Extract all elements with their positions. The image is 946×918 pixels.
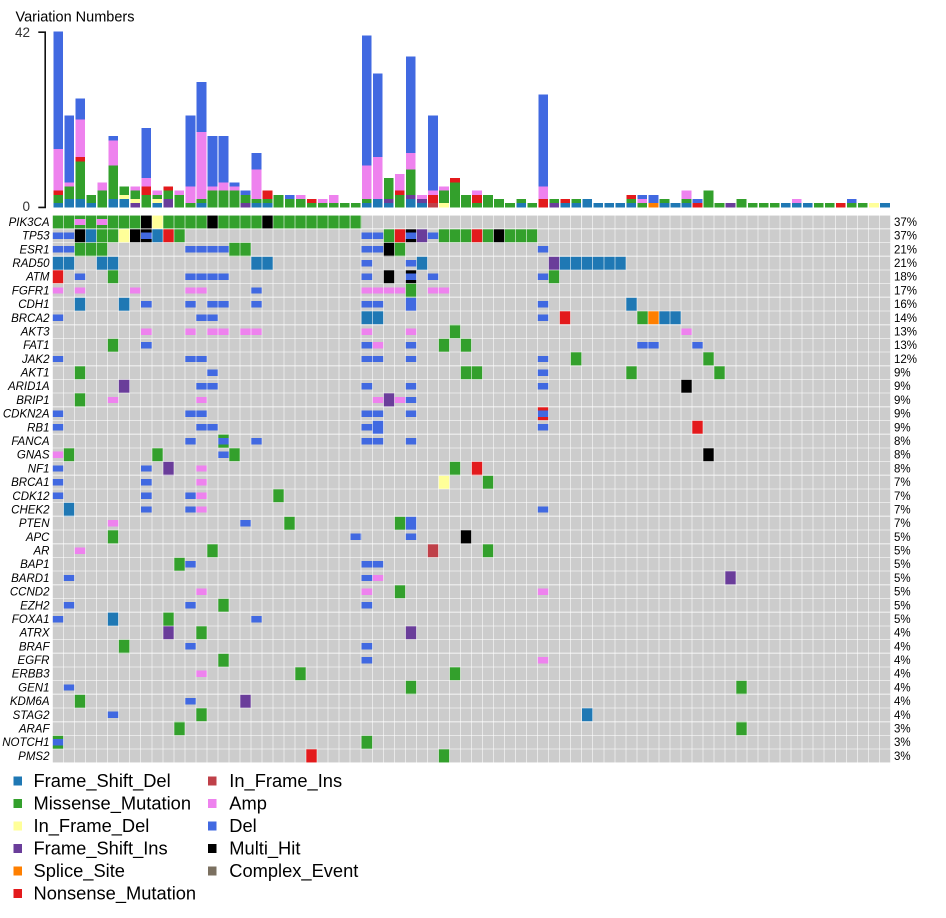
svg-text:21%: 21%: [894, 258, 917, 270]
svg-text:NF1: NF1: [28, 463, 50, 475]
svg-text:3%: 3%: [894, 737, 911, 749]
svg-text:BRCA1: BRCA1: [11, 477, 49, 489]
svg-text:CDH1: CDH1: [18, 299, 49, 311]
svg-text:In_Frame_Ins: In_Frame_Ins: [229, 770, 342, 792]
svg-text:5%: 5%: [894, 600, 911, 612]
svg-text:9%: 9%: [894, 409, 911, 421]
svg-text:PTEN: PTEN: [19, 518, 50, 530]
svg-text:8%: 8%: [894, 463, 911, 475]
svg-text:ATM: ATM: [25, 272, 50, 284]
svg-text:BARD1: BARD1: [11, 573, 49, 585]
svg-text:KDM6A: KDM6A: [10, 696, 50, 708]
svg-text:9%: 9%: [894, 368, 911, 380]
svg-text:STAG2: STAG2: [13, 710, 50, 722]
svg-text:TP53: TP53: [22, 231, 50, 243]
svg-text:APC: APC: [25, 532, 50, 544]
svg-text:Missense_Mutation: Missense_Mutation: [34, 793, 192, 815]
svg-text:RAD50: RAD50: [12, 258, 50, 270]
svg-text:5%: 5%: [894, 559, 911, 571]
svg-text:PMS2: PMS2: [18, 751, 50, 763]
svg-text:Nonsense_Mutation: Nonsense_Mutation: [34, 883, 197, 905]
svg-text:4%: 4%: [894, 655, 911, 667]
svg-text:4%: 4%: [894, 628, 911, 640]
svg-text:4%: 4%: [894, 696, 911, 708]
svg-text:4%: 4%: [894, 669, 911, 681]
svg-text:0: 0: [22, 199, 30, 214]
svg-text:CDKN2A: CDKN2A: [3, 409, 50, 421]
svg-text:18%: 18%: [894, 272, 917, 284]
svg-text:8%: 8%: [894, 436, 911, 448]
svg-text:FANCA: FANCA: [11, 436, 49, 448]
svg-text:13%: 13%: [894, 340, 917, 352]
svg-text:Amp: Amp: [229, 793, 267, 814]
svg-text:5%: 5%: [894, 532, 911, 544]
svg-text:4%: 4%: [894, 710, 911, 722]
svg-text:In_Frame_Del: In_Frame_Del: [34, 815, 150, 837]
svg-text:3%: 3%: [894, 723, 911, 735]
svg-text:Del: Del: [229, 815, 256, 836]
svg-text:Splice_Site: Splice_Site: [34, 860, 125, 882]
svg-text:7%: 7%: [894, 491, 911, 503]
svg-text:17%: 17%: [894, 285, 917, 297]
svg-text:Complex_Event: Complex_Event: [229, 860, 358, 882]
svg-text:FOXA1: FOXA1: [12, 614, 50, 626]
svg-text:8%: 8%: [894, 450, 911, 462]
svg-text:5%: 5%: [894, 587, 911, 599]
svg-text:GEN1: GEN1: [18, 682, 49, 694]
svg-text:ARAF: ARAF: [18, 723, 51, 735]
svg-text:PIK3CA: PIK3CA: [9, 217, 50, 229]
svg-text:FAT1: FAT1: [23, 340, 49, 352]
svg-text:7%: 7%: [894, 477, 911, 489]
svg-text:ARID1A: ARID1A: [7, 381, 50, 393]
svg-text:EGFR: EGFR: [18, 655, 50, 667]
svg-text:9%: 9%: [894, 422, 911, 434]
svg-text:9%: 9%: [894, 381, 911, 393]
svg-text:13%: 13%: [894, 326, 917, 338]
svg-text:ATRX: ATRX: [19, 628, 51, 640]
svg-text:FGFR1: FGFR1: [12, 285, 50, 297]
svg-text:BRIP1: BRIP1: [16, 395, 49, 407]
svg-text:4%: 4%: [894, 641, 911, 653]
svg-text:AR: AR: [33, 546, 50, 558]
svg-text:Variation Numbers: Variation Numbers: [16, 10, 135, 26]
svg-text:RB1: RB1: [27, 422, 49, 434]
svg-text:12%: 12%: [894, 354, 917, 366]
svg-text:5%: 5%: [894, 573, 911, 585]
svg-text:ESR1: ESR1: [19, 244, 49, 256]
svg-text:7%: 7%: [894, 518, 911, 530]
svg-text:JAK2: JAK2: [21, 354, 50, 366]
svg-text:ERBB3: ERBB3: [12, 669, 50, 681]
svg-text:9%: 9%: [894, 395, 911, 407]
svg-text:21%: 21%: [894, 244, 917, 256]
svg-text:42: 42: [15, 25, 30, 40]
svg-text:7%: 7%: [894, 504, 911, 516]
svg-text:3%: 3%: [894, 751, 911, 763]
svg-text:AKT1: AKT1: [20, 368, 50, 380]
svg-text:Frame_Shift_Del: Frame_Shift_Del: [34, 770, 171, 792]
svg-text:Multi_Hit: Multi_Hit: [229, 838, 300, 860]
svg-text:CDK12: CDK12: [12, 491, 50, 503]
svg-text:GNAS: GNAS: [17, 450, 50, 462]
svg-text:5%: 5%: [894, 546, 911, 558]
svg-text:AKT3: AKT3: [20, 326, 50, 338]
svg-text:5%: 5%: [894, 614, 911, 626]
svg-text:Frame_Shift_Ins: Frame_Shift_Ins: [34, 838, 168, 860]
svg-text:37%: 37%: [894, 231, 917, 243]
svg-text:16%: 16%: [894, 299, 917, 311]
svg-text:4%: 4%: [894, 682, 911, 694]
svg-text:EZH2: EZH2: [20, 600, 50, 612]
svg-text:CHEK2: CHEK2: [11, 504, 50, 516]
svg-text:NOTCH1: NOTCH1: [2, 737, 49, 749]
svg-text:37%: 37%: [894, 217, 917, 229]
svg-text:14%: 14%: [894, 313, 917, 325]
svg-text:CCND2: CCND2: [10, 587, 50, 599]
svg-text:BAP1: BAP1: [20, 559, 49, 571]
svg-text:BRCA2: BRCA2: [11, 313, 50, 325]
svg-text:BRAF: BRAF: [19, 641, 51, 653]
